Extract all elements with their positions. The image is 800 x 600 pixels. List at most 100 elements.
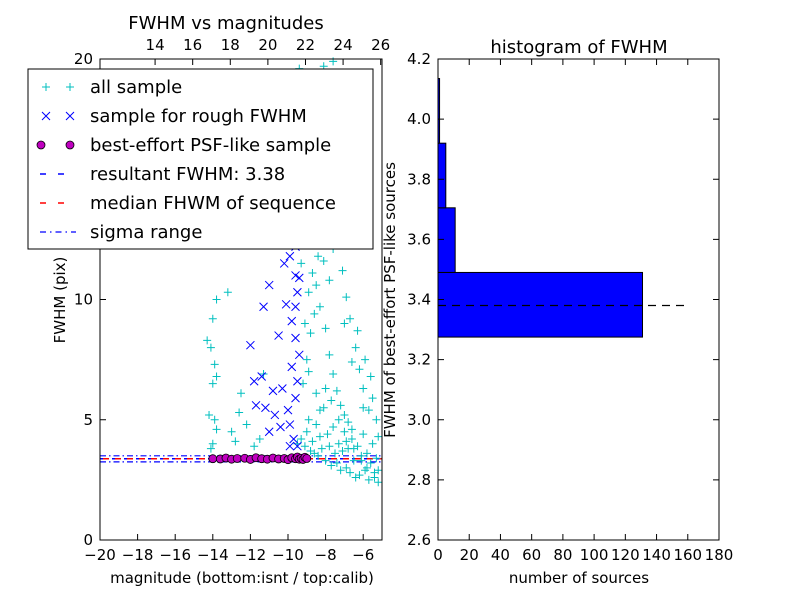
- histogram-x-tick-label: 180: [705, 546, 734, 564]
- all-sample-point: [359, 384, 368, 393]
- histogram-x-tick-label: 60: [522, 546, 541, 564]
- rough-sample-point: [293, 441, 302, 451]
- rough-sample-point: [276, 422, 285, 432]
- histogram-y-tick-label: 3.6: [407, 230, 431, 248]
- scatter-top-tick-label: 18: [221, 36, 240, 54]
- scatter-y-tick-label: 0: [83, 531, 93, 549]
- all-sample-point: [372, 454, 381, 463]
- legend-label: best-effort PSF-like sample: [90, 135, 331, 156]
- scatter-top-tick-label: 20: [258, 36, 277, 54]
- all-sample-point: [334, 415, 343, 424]
- rough-sample-point: [291, 302, 300, 312]
- scatter-ticks: −20−18−16−14−12−10−8−6051015201416182022…: [74, 36, 390, 564]
- histogram-y-tick-label: 3.0: [407, 411, 431, 429]
- all-sample-point: [325, 350, 334, 359]
- all-sample-point: [344, 418, 353, 427]
- all-sample-point: [321, 456, 330, 465]
- all-sample-point: [364, 406, 373, 415]
- all-sample-point: [304, 367, 313, 376]
- all-sample-point: [323, 430, 332, 439]
- histogram-y-tick-label: 3.4: [407, 291, 431, 309]
- rough-sample-point: [246, 340, 255, 350]
- rough-sample-point: [291, 393, 300, 403]
- scatter-title: FWHM vs magnitudes: [128, 13, 323, 34]
- histogram-y-tick-label: 3.2: [407, 351, 431, 369]
- histogram-ticks: 0 20 40 60 80 100 120 140 160 180 2.6 2.8 3.0 3.2 3.4 3…: [407, 50, 733, 564]
- all-sample-point: [317, 444, 326, 453]
- all-sample-point: [374, 432, 383, 441]
- all-sample-point: [297, 259, 306, 268]
- histogram-x-tick-label: 100: [580, 546, 609, 564]
- scatter-x-tick-label: −8: [315, 546, 337, 564]
- histogram-bar: [437, 142, 447, 209]
- all-sample-point: [349, 444, 358, 453]
- scatter-x-tick-label: −14: [197, 546, 229, 564]
- all-sample-point: [212, 295, 221, 304]
- legend-items: all sample sample for rough FWHM best-effo…: [36, 77, 336, 243]
- rough-sample-point: [281, 299, 291, 309]
- rough-sample-point: [268, 386, 278, 396]
- all-sample-point: [312, 389, 321, 398]
- all-sample-point: [306, 329, 315, 338]
- all-sample-point: [250, 442, 259, 451]
- all-sample-point: [302, 355, 311, 364]
- histogram-y-tick-label: 2.6: [407, 531, 431, 549]
- histogram-y-tick-label: 2.8: [407, 471, 431, 489]
- histogram-y-axis-label: FWHM of best-effort PSF-like sources: [381, 162, 399, 438]
- all-sample-point: [227, 427, 236, 436]
- all-sample-point: [355, 471, 364, 480]
- histogram-x-tick-label: 80: [553, 546, 572, 564]
- all-sample-point: [366, 459, 375, 468]
- rough-sample-point: [291, 271, 300, 280]
- scatter-x-tick-label: −20: [84, 546, 116, 564]
- all-sample-point: [327, 396, 336, 405]
- scatter-top-tick-label: 14: [146, 36, 165, 54]
- best-effort-point: [302, 454, 312, 463]
- all-sample-point: [314, 252, 323, 261]
- scatter-y-tick-label: 10: [74, 291, 93, 309]
- rough-sample-point: [294, 273, 304, 283]
- rough-sample-point: [274, 331, 283, 340]
- all-sample-point: [340, 427, 349, 436]
- histogram-plot-frame: [437, 58, 720, 541]
- rough-sample-point: [287, 362, 297, 372]
- all-sample-point: [312, 281, 321, 290]
- scatter-top-tick-label: 24: [334, 36, 353, 54]
- legend: all sample sample for rough FWHM best-effo…: [27, 68, 374, 250]
- histogram-bar: [437, 207, 456, 273]
- legend-label: sigma range: [90, 222, 202, 243]
- all-sample-point: [206, 343, 215, 352]
- legend-plus-marker: [42, 83, 50, 91]
- histogram-x-tick-label: 120: [611, 546, 640, 564]
- rough-sample-point: [289, 434, 298, 444]
- all-sample-point: [304, 288, 313, 297]
- all-sample-point: [336, 401, 345, 410]
- all-sample-point: [347, 425, 356, 434]
- rough-sample-point: [294, 350, 304, 360]
- all-sample-point: [321, 384, 330, 393]
- all-sample-point: [206, 444, 215, 453]
- scatter-x-tick-label: −18: [122, 546, 154, 564]
- all-sample-point: [359, 403, 368, 412]
- all-sample-point: [212, 372, 221, 381]
- legend-item: all sample: [42, 77, 182, 98]
- all-sample-point: [325, 276, 334, 285]
- all-sample-point: [314, 451, 323, 460]
- rough-sample-point: [261, 403, 270, 413]
- rough-sample-point: [279, 259, 289, 268]
- all-sample-point: [342, 463, 351, 472]
- scatter-y-tick-label: 5: [83, 411, 93, 429]
- all-sample-point: [327, 461, 336, 470]
- legend-label: all sample: [90, 77, 182, 98]
- scatter-y-axis-label: FWHM (pix): [51, 257, 69, 344]
- all-sample-point: [302, 427, 311, 436]
- all-sample-point: [370, 468, 379, 477]
- rough-sample-point: [270, 410, 280, 420]
- histogram-bar: [437, 271, 644, 338]
- scatter-top-tick-label: 22: [296, 36, 315, 54]
- best-effort-point: [208, 454, 218, 464]
- scatter-x-tick-label: −6: [352, 546, 374, 564]
- all-sample-point: [329, 370, 338, 379]
- scatter-panel: FWHM vs magnitudes −20 −18 −16 −14 −12 −10 −8−…: [27, 13, 390, 587]
- all-sample-point: [347, 434, 356, 443]
